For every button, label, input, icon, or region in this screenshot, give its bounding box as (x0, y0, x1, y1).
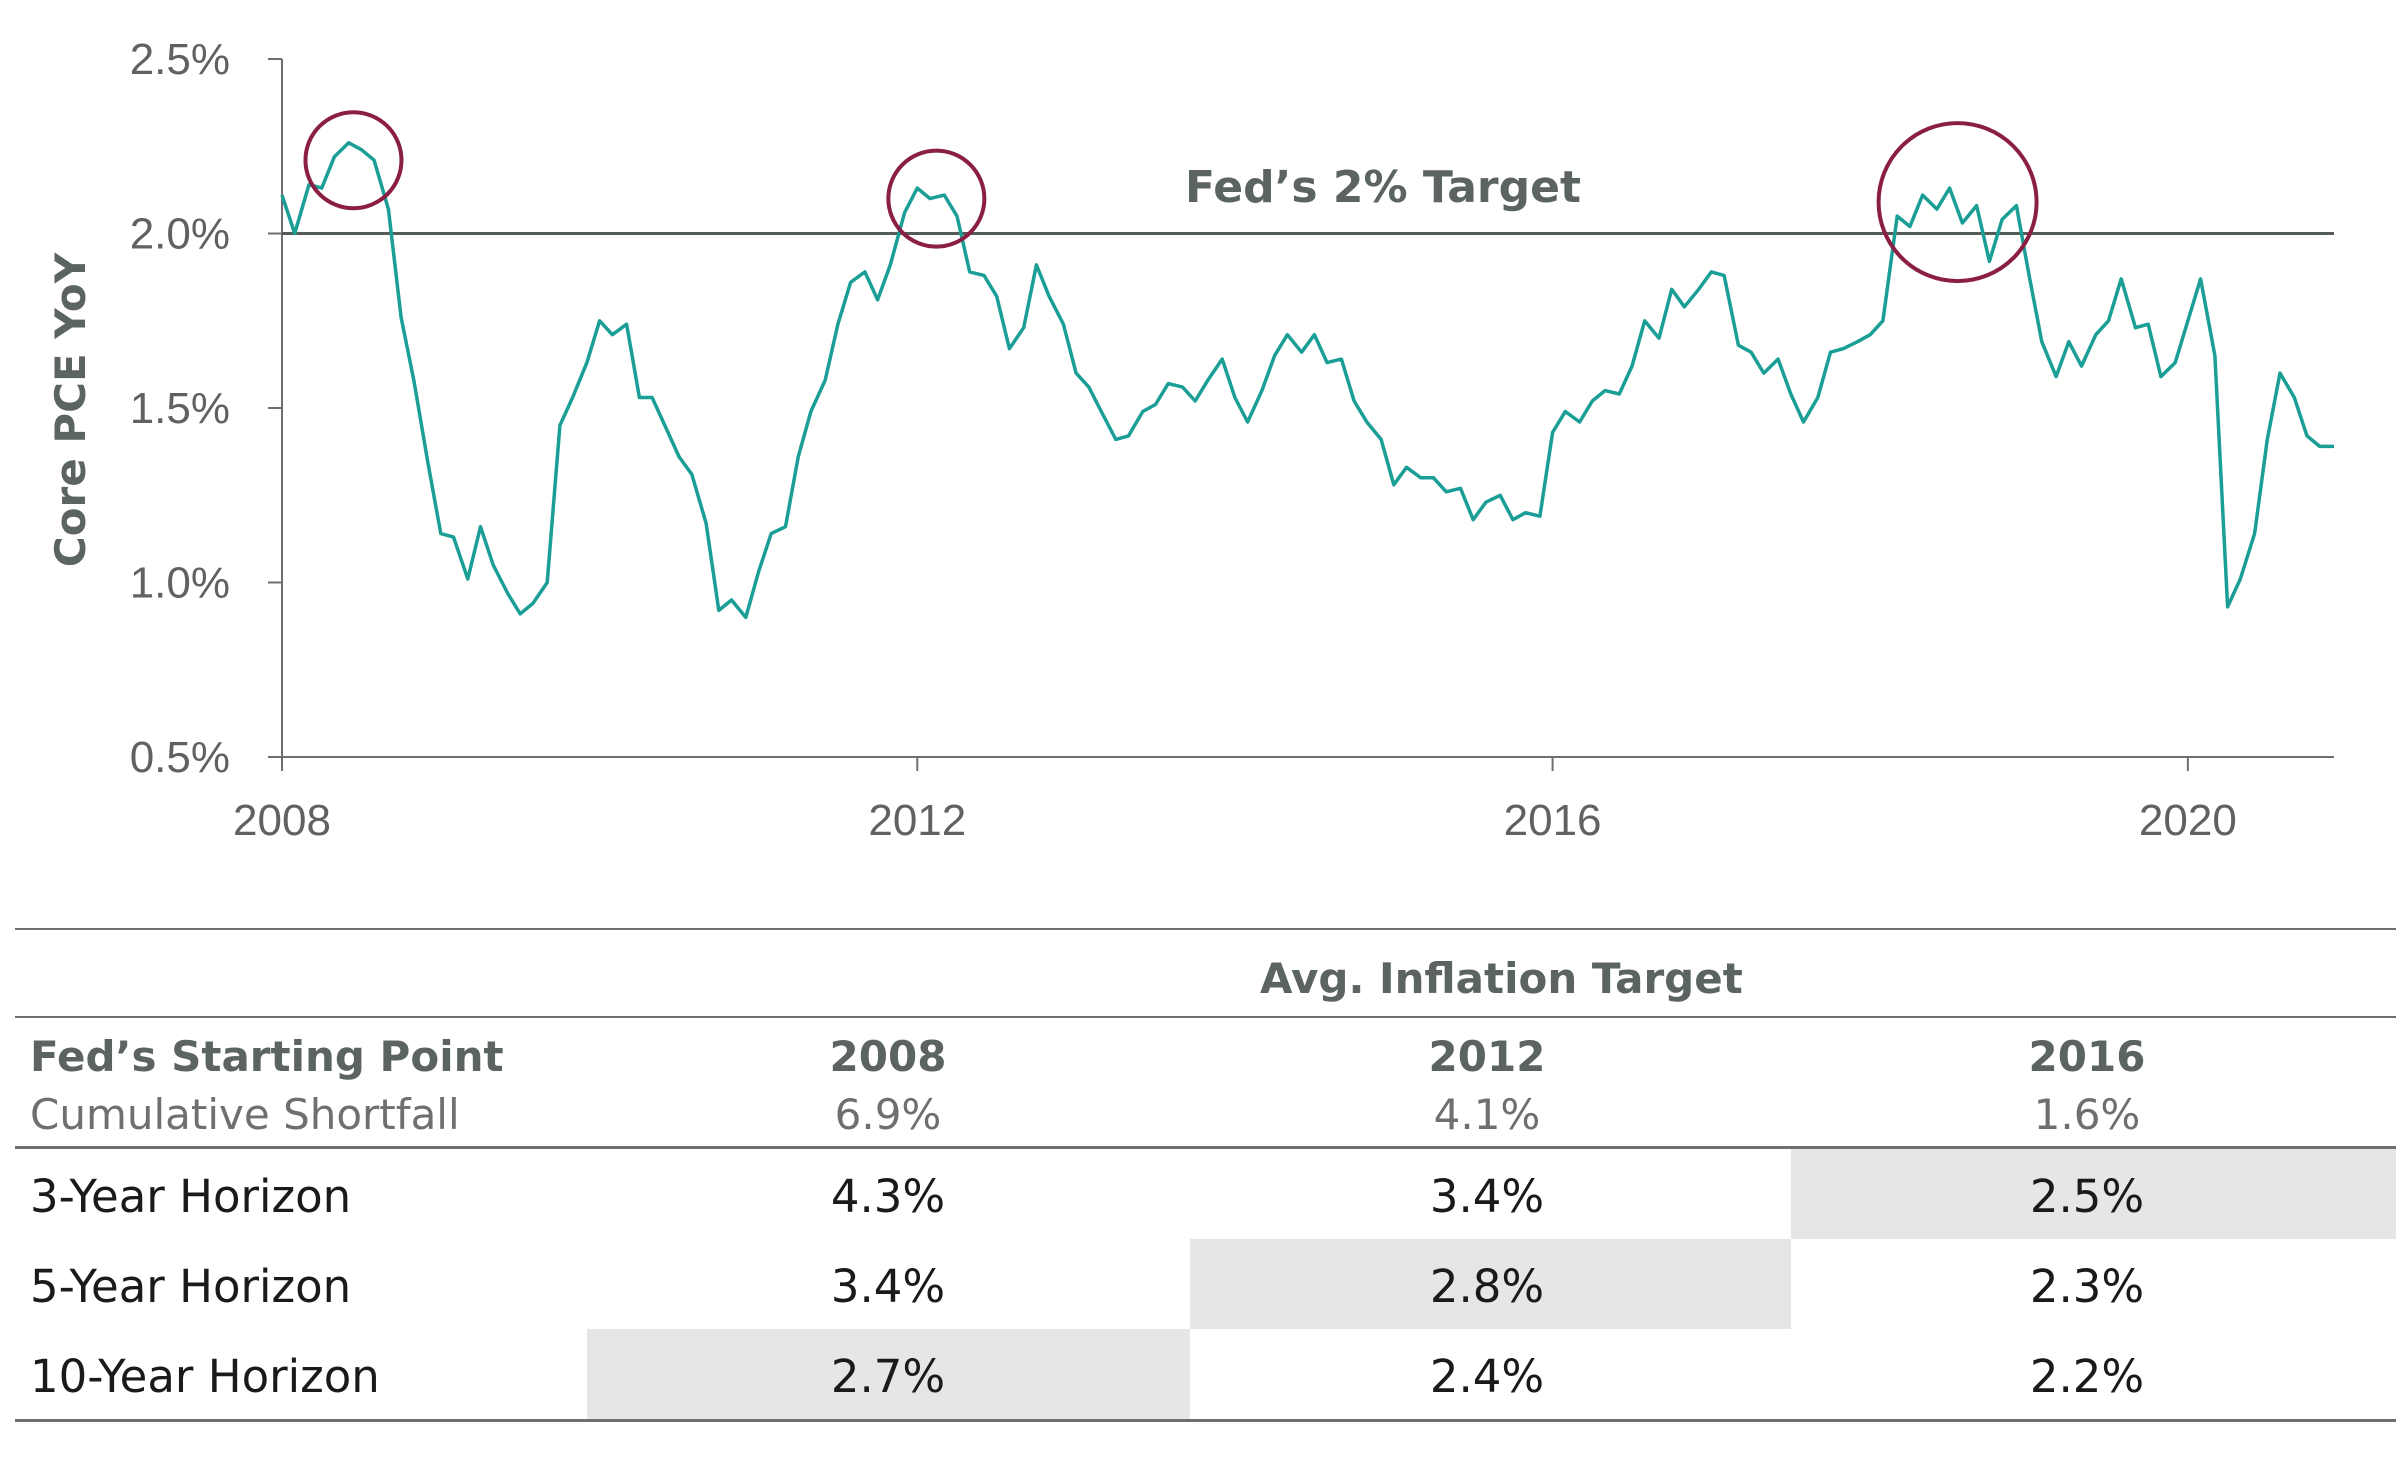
cell-10yr-2016: 2.2% (2029, 1350, 2145, 1403)
cell-5yr-2016: 2.3% (2029, 1260, 2145, 1313)
table-top-rule (15, 928, 2396, 930)
group-header: Avg. Inflation Target (1260, 954, 1743, 1003)
cell-5yr-2012: 2.8% (1429, 1260, 1545, 1313)
row-label-3yr: 3-Year Horizon (30, 1170, 352, 1223)
row-label-5yr: 5-Year Horizon (30, 1260, 352, 1313)
target-line-label: Fed’s 2% Target (1185, 162, 1581, 213)
shortfall-2016: 1.6% (2033, 1090, 2141, 1139)
inflation-target-table: Avg. Inflation Target Fed’s Starting Poi… (15, 928, 2396, 1438)
header-bottom-rule (15, 1146, 2396, 1149)
shortfall-2008: 6.9% (834, 1090, 942, 1139)
core-pce-chart: 0.5% 1.0% 1.5% 2.0% 2.5% 2008 2012 2016 2020 Cor… (46, 35, 2334, 845)
x-tick-label: 2008 (233, 796, 331, 845)
cell-10yr-2008: 2.7% (830, 1350, 946, 1403)
column-header-2012: 2012 (1428, 1032, 1546, 1081)
highlight-cell-5yr-2012 (1190, 1239, 1791, 1329)
column-header-2008: 2008 (829, 1032, 947, 1081)
subheader-label: Cumulative Shortfall (30, 1090, 460, 1139)
cell-5yr-2008: 3.4% (830, 1260, 946, 1313)
y-tick-label: 1.5% (130, 384, 230, 433)
axes-layer: 0.5% 1.0% 1.5% 2.0% 2.5% 2008 2012 2016 2020 (130, 35, 2334, 845)
y-tick-label: 1.0% (130, 559, 230, 608)
highlight-circle (303, 110, 404, 211)
y-axis-title: Core PCE YoY (46, 252, 95, 567)
core-pce-series-line (280, 141, 2334, 620)
group-header-rule (15, 1016, 2396, 1018)
column-header-2016: 2016 (2028, 1032, 2146, 1081)
table-bottom-rule (15, 1419, 2396, 1422)
highlight-circles-layer (303, 110, 2039, 284)
highlight-cell-10yr-2008 (587, 1329, 1190, 1419)
cell-3yr-2016: 2.5% (2029, 1170, 2145, 1223)
cell-3yr-2012: 3.4% (1429, 1170, 1545, 1223)
cell-3yr-2008: 4.3% (830, 1170, 946, 1223)
y-tick-label: 2.0% (130, 210, 230, 259)
row-header-label: Fed’s Starting Point (30, 1032, 504, 1081)
highlight-circle (886, 148, 987, 249)
highlight-circle (1876, 121, 2039, 284)
cell-10yr-2012: 2.4% (1429, 1350, 1545, 1403)
x-tick-label: 2012 (868, 796, 966, 845)
y-tick-label: 2.5% (130, 35, 230, 84)
x-tick-label: 2020 (2139, 796, 2237, 845)
shortfall-2012: 4.1% (1433, 1090, 1541, 1139)
x-tick-label: 2016 (1504, 796, 1602, 845)
highlight-cell-3yr-2016 (1791, 1149, 2396, 1239)
series-layer (280, 141, 2334, 620)
row-label-10yr: 10-Year Horizon (30, 1350, 380, 1403)
y-tick-label: 0.5% (130, 733, 230, 782)
